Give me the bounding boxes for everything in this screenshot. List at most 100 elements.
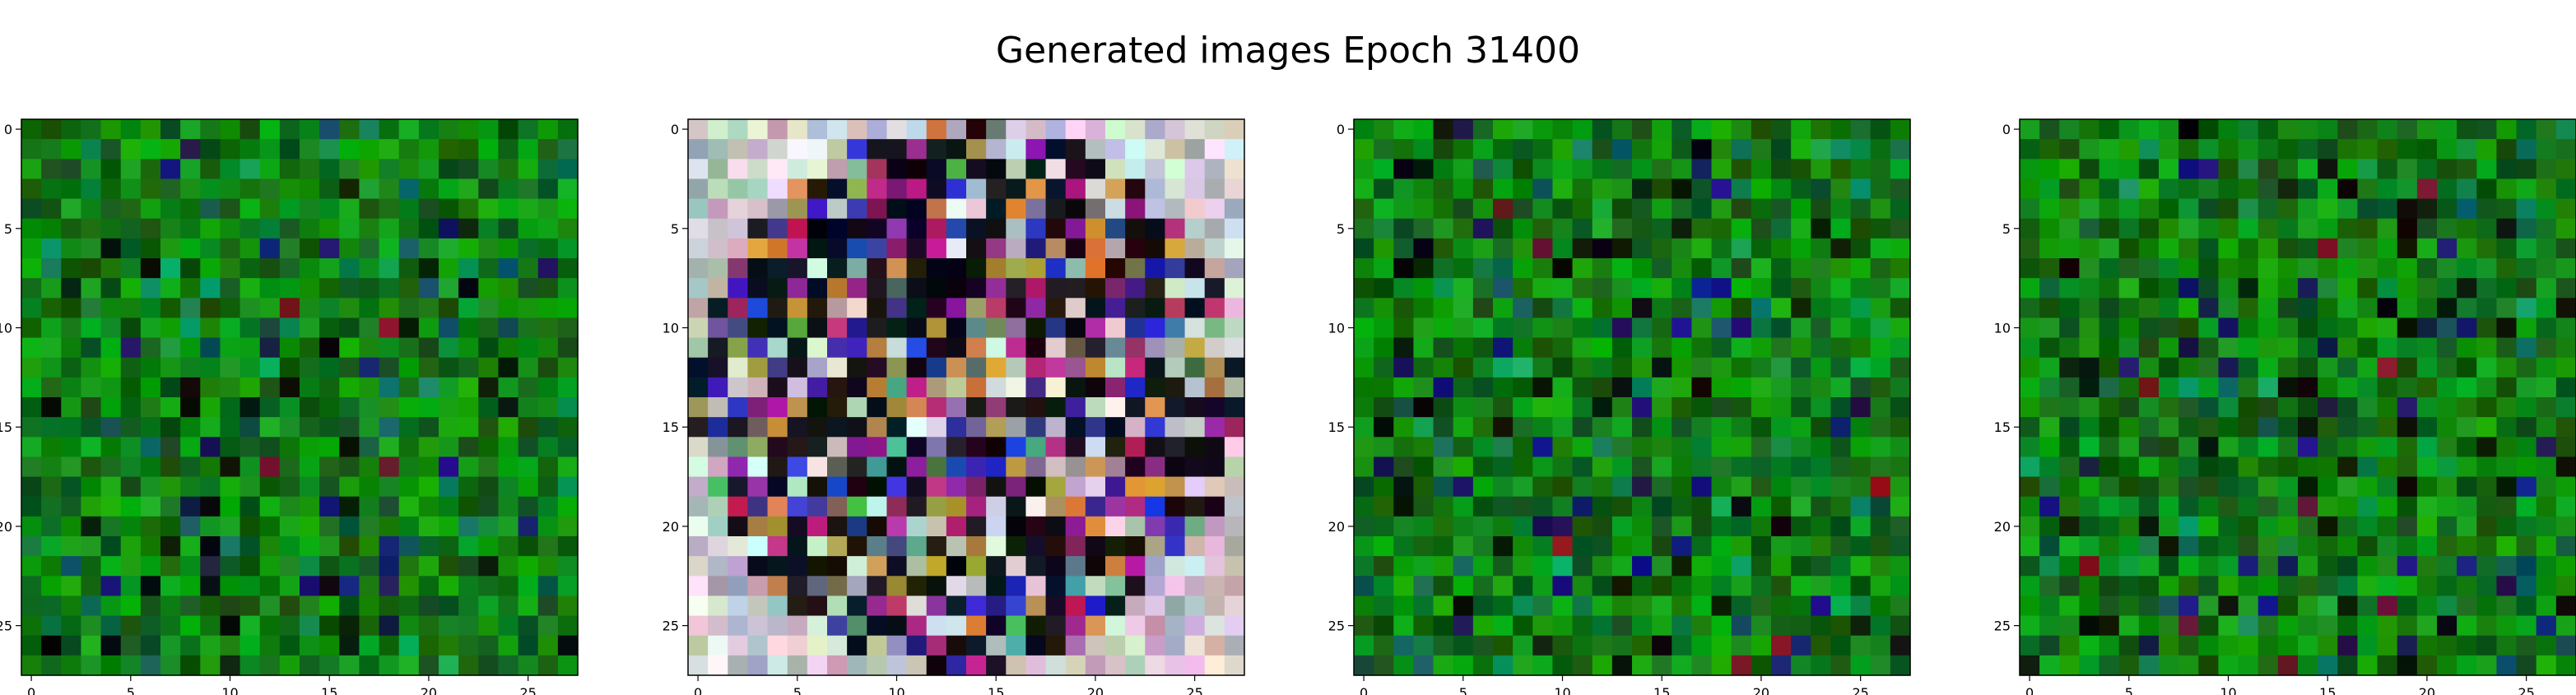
pixel-cell [2079, 417, 2100, 438]
pixel-cell [886, 417, 908, 438]
pixel-cell [1165, 556, 1186, 577]
pixel-cell [537, 476, 559, 498]
pixel-cell [61, 178, 82, 200]
pixel-cell [867, 258, 888, 279]
pixel-cell [847, 516, 867, 537]
pixel-cell [160, 595, 181, 617]
pixel-cell [1532, 337, 1554, 359]
pixel-cell [827, 278, 848, 299]
pixel-cell [906, 655, 928, 676]
pixel-cell [21, 119, 42, 140]
pixel-cell [2020, 496, 2040, 517]
pixel-cell [2198, 139, 2220, 160]
pixel-cell [2020, 536, 2040, 557]
pixel-cell [398, 536, 420, 557]
pixel-cell [1850, 456, 1872, 478]
pixel-cell [2059, 595, 2081, 617]
pixel-cell [1165, 456, 1186, 478]
pixel-cell [478, 298, 500, 319]
pixel-cell [1890, 655, 1911, 676]
pixel-cell [2516, 337, 2537, 359]
pixel-cell [1850, 357, 1872, 378]
pixel-cell [747, 258, 769, 279]
pixel-cell [1751, 198, 1772, 220]
pixel-cell [827, 576, 848, 597]
x-tick-label: 25 [2518, 685, 2534, 695]
pixel-cell [359, 556, 380, 577]
pixel-cell [1652, 456, 1672, 478]
pixel-cell [1870, 655, 1891, 676]
pixel-cell [1453, 476, 1474, 498]
pixel-cell [847, 556, 867, 577]
pixel-cell [339, 298, 360, 319]
pixel-cell [1811, 655, 1832, 676]
pixel-cell [319, 576, 340, 597]
pixel-cell [2416, 357, 2438, 378]
pixel-cell [1850, 556, 1872, 577]
pixel-cell [2397, 298, 2418, 319]
pixel-cell [827, 496, 848, 517]
pixel-cell [847, 615, 867, 637]
pixel-cell [946, 298, 967, 319]
pixel-cell [140, 536, 161, 557]
pixel-cell [946, 655, 967, 676]
pixel-cell [398, 238, 420, 259]
x-tick-label: 10 [221, 685, 238, 695]
pixel-cell [81, 576, 102, 597]
pixel-cell [220, 238, 241, 259]
pixel-cell [1572, 218, 1593, 239]
pixel-cell [2416, 516, 2438, 537]
pixel-cell [1870, 516, 1891, 537]
pixel-cell [418, 238, 439, 259]
pixel-cell [2496, 496, 2518, 517]
pixel-cell [2257, 397, 2279, 418]
pixel-cell [2377, 536, 2398, 557]
pixel-cell [1850, 218, 1872, 239]
pixel-cell [120, 159, 142, 180]
pixel-cell [1433, 198, 1454, 220]
pixel-cell [2318, 635, 2338, 656]
pixel-cell [200, 635, 221, 656]
pixel-cell [767, 655, 788, 676]
pixel-cell [2377, 417, 2398, 438]
pixel-cell [1870, 377, 1891, 398]
pixel-cell [439, 238, 459, 259]
pixel-cell [986, 576, 1007, 597]
pixel-cell [747, 357, 769, 378]
y-tick-label: 0 [2002, 122, 2011, 137]
pixel-cell [339, 516, 360, 537]
pixel-cell [708, 536, 728, 557]
pixel-cell [827, 476, 848, 498]
y-tick-label: 25 [663, 619, 679, 634]
pixel-cell [557, 218, 579, 239]
pixel-cell [2416, 238, 2438, 259]
pixel-cell [1493, 595, 1514, 617]
pixel-cell [1592, 298, 1613, 319]
pixel-cell [1374, 139, 1394, 160]
pixel-cell [2555, 556, 2576, 577]
pixel-cell [767, 576, 788, 597]
pixel-cell [1791, 476, 1811, 498]
pixel-cell [986, 278, 1007, 299]
pixel-cell [1374, 258, 1394, 279]
pixel-cell [1552, 317, 1574, 339]
pixel-cell [926, 357, 947, 378]
pixel-cell [478, 218, 500, 239]
pixel-cell [1552, 159, 1574, 180]
pixel-cell [946, 139, 967, 160]
pixel-cell [1771, 437, 1792, 458]
pixel-cell [2059, 655, 2081, 676]
pixel-cell [61, 357, 82, 378]
pixel-cell [886, 139, 908, 160]
pixel-cell [906, 119, 928, 140]
pixel-cell [379, 556, 400, 577]
pixel-cell [2357, 516, 2378, 537]
pixel-cell [1393, 238, 1415, 259]
pixel-cell [2496, 178, 2518, 200]
pixel-cell [439, 198, 459, 220]
y-tick-label: 25 [0, 619, 12, 634]
pixel-cell [2357, 437, 2378, 458]
pixel-cell [2059, 258, 2081, 279]
pixel-cell [2198, 317, 2220, 339]
x-tick-label: 20 [421, 685, 437, 695]
